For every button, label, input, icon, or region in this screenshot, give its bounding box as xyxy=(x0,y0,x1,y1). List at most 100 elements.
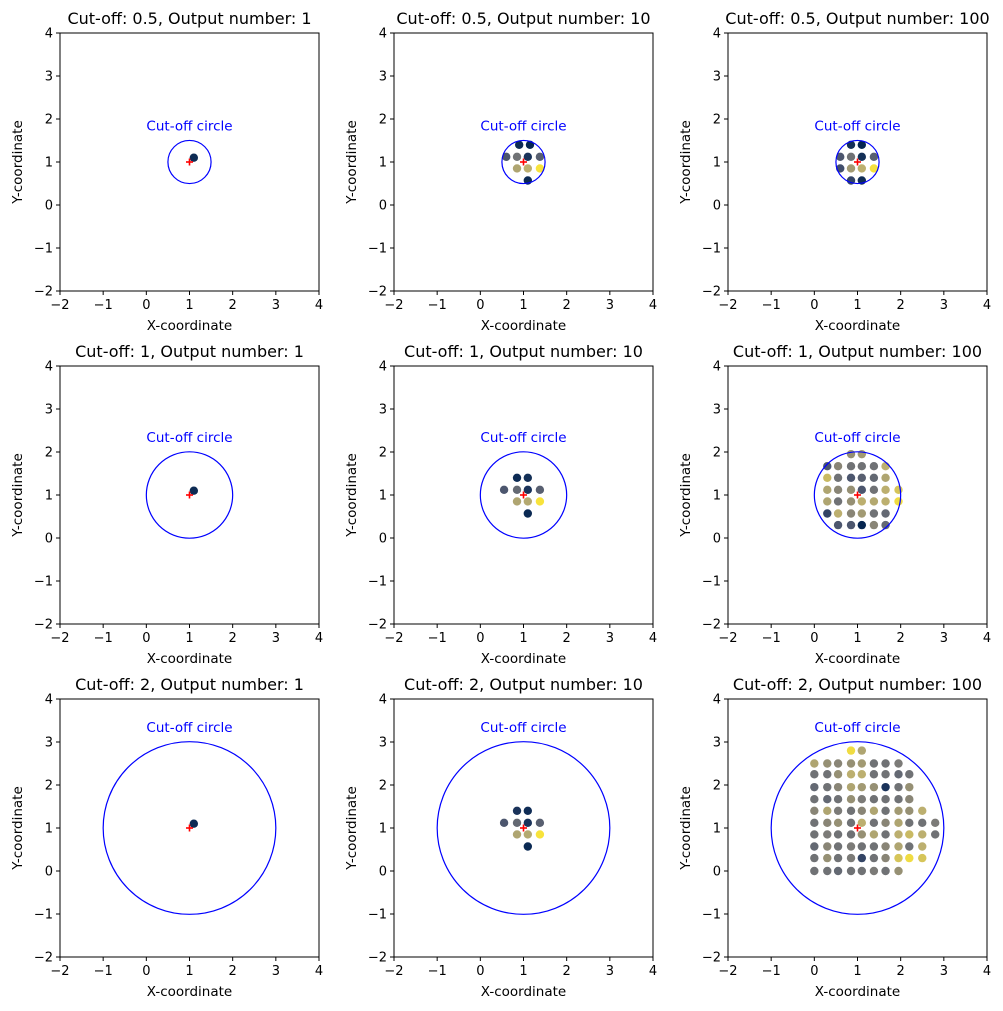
data-point xyxy=(894,842,903,851)
y-tick-label: 2 xyxy=(379,113,387,128)
axes-frame xyxy=(59,698,320,958)
x-tick-label: −1 xyxy=(428,298,447,313)
data-point xyxy=(857,794,867,804)
y-axis-label: Y-coordinate xyxy=(344,453,360,538)
subplot-title: Cut-off: 0.5, Output number: 10 xyxy=(396,9,650,28)
y-tick-label: 0 xyxy=(379,199,387,214)
x-tick-label: 1 xyxy=(185,631,193,646)
data-point xyxy=(846,520,856,530)
x-tick-label: 4 xyxy=(983,298,991,313)
data-point xyxy=(833,509,843,518)
y-tick-label: 1 xyxy=(45,489,53,504)
plot-area xyxy=(501,139,546,185)
data-point xyxy=(823,853,832,863)
data-point xyxy=(833,485,843,495)
data-point xyxy=(523,818,533,828)
cutoff-circle xyxy=(501,139,546,185)
data-point xyxy=(881,806,890,815)
axes-frame xyxy=(59,32,320,292)
cutoff-circle-label: Cut-off circle xyxy=(146,430,232,446)
data-point xyxy=(523,830,533,839)
data-point xyxy=(846,830,856,839)
y-tick-label: −1 xyxy=(368,575,387,590)
data-point xyxy=(846,853,856,863)
data-point xyxy=(512,497,522,506)
plot-area xyxy=(436,741,611,915)
x-tick-label: −1 xyxy=(94,631,113,646)
data-point xyxy=(846,842,856,851)
center-marker xyxy=(854,491,861,499)
y-tick-label: 1 xyxy=(379,156,387,171)
data-point xyxy=(846,473,856,482)
y-tick-label: 4 xyxy=(713,693,721,708)
data-point xyxy=(869,782,879,792)
x-tick-label: 2 xyxy=(229,298,237,313)
data-point xyxy=(823,830,832,839)
data-point xyxy=(857,842,867,851)
x-tick-label: 4 xyxy=(983,631,991,646)
y-tick-label: 2 xyxy=(45,446,53,461)
x-tick-label: 0 xyxy=(810,964,818,979)
data-point xyxy=(846,759,856,768)
x-tick-label: −2 xyxy=(50,631,69,646)
y-tick-label: 1 xyxy=(713,489,721,504)
data-point xyxy=(833,497,843,506)
data-point xyxy=(523,497,533,506)
x-tick-label: 0 xyxy=(810,298,818,313)
y-tick-label: 1 xyxy=(45,822,53,837)
data-point xyxy=(918,806,927,815)
data-point xyxy=(857,509,867,518)
data-point xyxy=(869,853,879,863)
cutoff-circle-label: Cut-off circle xyxy=(814,430,900,446)
data-point xyxy=(857,818,867,828)
x-tick-label: −1 xyxy=(428,964,447,979)
data-point xyxy=(833,866,843,876)
data-point xyxy=(535,818,545,828)
data-point xyxy=(857,152,867,162)
data-point xyxy=(810,782,819,792)
y-tick-label: 3 xyxy=(379,403,387,418)
y-tick-label: −2 xyxy=(34,618,53,633)
y-tick-label: 3 xyxy=(379,736,387,751)
subplot-title: Cut-off: 0.5, Output number: 100 xyxy=(725,9,989,28)
data-point xyxy=(846,449,856,459)
plot-area xyxy=(835,139,880,185)
center-marker xyxy=(520,491,527,499)
data-point xyxy=(810,794,819,804)
y-tick-label: 2 xyxy=(713,779,721,794)
data-point xyxy=(846,770,856,779)
x-axis-label: X-coordinate xyxy=(481,984,566,1000)
data-point xyxy=(535,485,545,495)
data-point xyxy=(931,818,940,828)
data-point xyxy=(810,830,819,839)
data-point xyxy=(857,449,867,459)
x-tick-label: −1 xyxy=(94,298,113,313)
x-tick-label: −2 xyxy=(718,631,737,646)
subplot-9: Cut-off: 2, Output number: 100 −2 −1 0 1 2 3 4 −… xyxy=(678,675,991,1000)
x-tick-label: −2 xyxy=(50,964,69,979)
x-tick-label: 1 xyxy=(519,964,527,979)
data-point xyxy=(869,164,879,173)
x-axis-label: X-coordinate xyxy=(815,984,900,1000)
data-point xyxy=(869,497,879,506)
y-tick-label: 4 xyxy=(379,693,387,708)
y-tick-label: −2 xyxy=(34,951,53,966)
center-marker xyxy=(520,824,527,832)
data-point xyxy=(857,140,867,149)
x-tick-label: 0 xyxy=(142,631,150,646)
y-tick-label: 2 xyxy=(713,113,721,128)
data-point xyxy=(905,842,914,851)
data-point xyxy=(523,152,533,162)
axes-frame xyxy=(393,365,654,625)
data-point xyxy=(833,520,843,530)
center-marker xyxy=(854,158,861,166)
data-point xyxy=(881,782,890,792)
data-point xyxy=(869,152,879,162)
x-tick-label: 4 xyxy=(315,964,323,979)
data-point xyxy=(857,746,867,755)
x-tick-label: −1 xyxy=(428,631,447,646)
subplot-8: Cut-off: 2, Output number: 10 −2 −1 0 1 2 3 4 −2… xyxy=(344,675,657,1000)
subplot-4: Cut-off: 1, Output number: 1 −2 −1 0 1 2 3 4 −2 −… xyxy=(10,342,323,667)
x-tick-label: −2 xyxy=(384,964,403,979)
x-tick-label: −1 xyxy=(762,631,781,646)
